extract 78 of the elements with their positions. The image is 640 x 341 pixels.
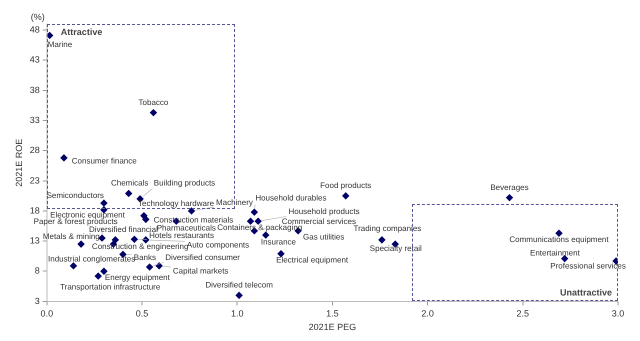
annotation: Household durables xyxy=(255,194,326,203)
y-axis-title: 2021E ROE xyxy=(14,138,24,187)
annotation: Professional services xyxy=(550,262,626,271)
point xyxy=(60,154,68,162)
x-tick-label: 3.0 xyxy=(612,308,624,318)
annotation: Building products xyxy=(154,178,216,188)
annotation: Trading companies xyxy=(354,224,422,234)
annotation: Machinery xyxy=(216,198,253,207)
annotation: Commercial services xyxy=(282,216,356,226)
annotation: Food products xyxy=(320,181,372,190)
annotation: Technology hardware xyxy=(138,199,215,208)
annotation: Paper & forest products xyxy=(34,216,118,226)
y-tick-label: 38 xyxy=(30,84,40,95)
point xyxy=(142,236,150,244)
point xyxy=(150,109,157,116)
annotation: Semiconductors xyxy=(46,190,104,200)
point xyxy=(125,190,132,197)
text: (%) xyxy=(30,12,45,22)
y-tick-label: 43 xyxy=(30,54,40,65)
annotation: Diversified telecom xyxy=(205,280,274,290)
y-tick-label: 33 xyxy=(30,114,40,125)
y-tick-label: 13 xyxy=(30,236,40,246)
x-tick-label: 2.5 xyxy=(516,308,530,318)
point xyxy=(506,194,513,202)
point xyxy=(100,268,108,275)
x-tick-label: 0.0 xyxy=(40,308,54,318)
annotation: Banks xyxy=(134,253,156,262)
point xyxy=(262,232,270,239)
annotation: Consumer finance xyxy=(72,156,138,166)
point xyxy=(100,200,108,207)
annotation: Insurance xyxy=(260,238,297,247)
annotation: Tobacco xyxy=(138,98,169,107)
y-tick-label: 8 xyxy=(34,266,40,276)
point xyxy=(142,216,150,223)
point xyxy=(236,292,243,299)
annotation: Communications equipment xyxy=(509,234,610,244)
point xyxy=(378,236,386,244)
annotation: Energy equipment xyxy=(104,272,171,282)
annotation: Attractive xyxy=(60,26,102,37)
annotation: Unattractive xyxy=(560,287,612,298)
y-tick-label: 18 xyxy=(30,205,40,216)
point xyxy=(130,236,138,243)
y-tick-label: 48 xyxy=(30,24,40,35)
annotation: Metals & mining xyxy=(42,232,100,241)
x-tick-label: 2.0 xyxy=(421,308,434,318)
y-tick-label: 23 xyxy=(30,175,40,186)
annotation: Pharmaceuticals xyxy=(156,224,216,233)
annotation: Gas utilities xyxy=(303,232,344,242)
annotation: Electronic equipment xyxy=(50,210,126,220)
x-tick-label: 1.0 xyxy=(230,308,244,318)
point xyxy=(342,192,350,200)
annotation: Transportation infrastructure xyxy=(60,282,161,292)
point xyxy=(70,262,77,270)
y-tick-label: 28 xyxy=(30,145,40,156)
annotation: Construction & engineering xyxy=(92,242,188,252)
annotation: Marine xyxy=(48,40,73,49)
x-tick-label: 1.5 xyxy=(326,308,339,318)
annotation: Entertainment xyxy=(530,248,581,258)
point xyxy=(78,240,85,248)
x-tick-label: 0.5 xyxy=(136,308,148,318)
annotation: Auto components xyxy=(186,240,250,250)
point xyxy=(254,218,262,225)
annotation: Electrical equipment xyxy=(276,255,349,264)
x-axis-title: 2021E PEG xyxy=(308,322,356,332)
point xyxy=(146,264,154,271)
annotation: Household products xyxy=(288,207,360,216)
point xyxy=(46,32,54,39)
annotation: Capital markets xyxy=(172,266,228,276)
point xyxy=(156,262,163,270)
point xyxy=(188,207,196,214)
annotation: Industrial conglomerates xyxy=(48,254,136,264)
y-tick-label: 3 xyxy=(34,296,40,306)
point xyxy=(250,208,258,216)
annotation: Diversified consumer xyxy=(165,253,240,262)
annotation: Chemicals xyxy=(110,178,148,188)
annotation: Beverages xyxy=(490,182,529,192)
point xyxy=(94,272,102,280)
annotation: Hotels restaurants xyxy=(149,230,214,240)
